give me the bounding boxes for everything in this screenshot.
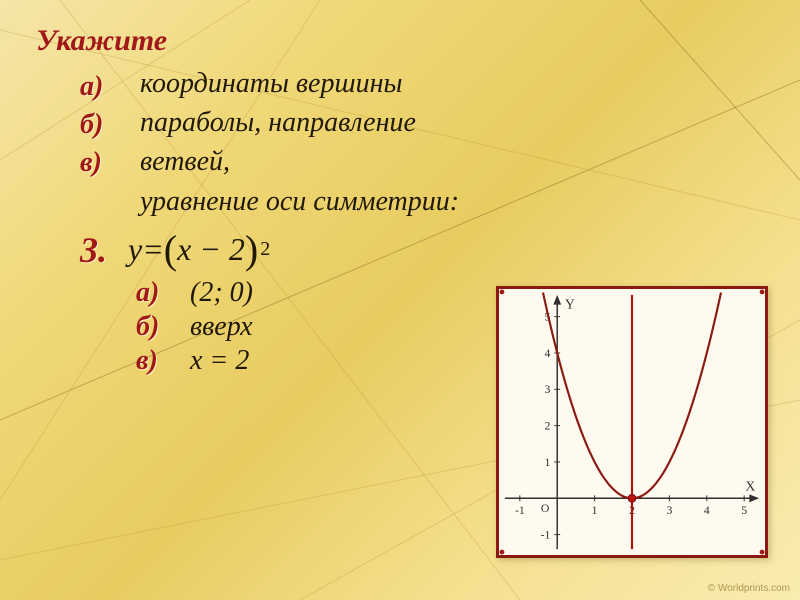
- svg-text:5: 5: [741, 504, 747, 517]
- slide-title: Укажите: [36, 24, 764, 58]
- prompt-line-4: уравнение оси симметрии:: [140, 182, 764, 221]
- answer-value-v: x = 2: [190, 345, 249, 377]
- answer-label-v: в): [136, 345, 190, 377]
- prompt-line-1: координаты вершины: [140, 64, 764, 103]
- svg-text:4: 4: [704, 504, 710, 517]
- equation-row: 3. y = ( x − 2 ) 2: [36, 229, 764, 271]
- svg-text:O: O: [541, 502, 549, 515]
- prompt-row: а) б) в) координаты вершины параболы, на…: [36, 64, 764, 221]
- equation: y = ( x − 2 ) 2: [128, 230, 270, 270]
- chart-svg: -112345-112345XYO: [499, 289, 765, 555]
- answer-value-b: вверх: [190, 311, 253, 343]
- bullet-v: в): [80, 144, 140, 182]
- answer-label-b: б): [136, 311, 190, 343]
- bullet-b: б): [80, 106, 140, 144]
- svg-text:3: 3: [666, 504, 672, 517]
- eq-open-paren: (: [164, 230, 177, 270]
- bullet-column: а) б) в): [80, 68, 140, 181]
- eq-exponent: 2: [260, 238, 270, 261]
- svg-text:1: 1: [592, 504, 598, 517]
- parabola-chart: -112345-112345XYO: [496, 286, 768, 558]
- eq-inner: x − 2: [177, 231, 245, 268]
- problem-number: 3.: [80, 229, 128, 271]
- eq-close-paren: ): [245, 230, 258, 270]
- svg-text:4: 4: [545, 347, 551, 360]
- svg-text:3: 3: [545, 383, 551, 396]
- svg-text:X: X: [745, 478, 755, 493]
- prompt-text: координаты вершины параболы, направление…: [140, 64, 764, 221]
- svg-text:-1: -1: [541, 529, 551, 542]
- answer-label-a: а): [136, 277, 190, 309]
- svg-text:Y: Y: [565, 297, 575, 312]
- svg-text:2: 2: [545, 420, 551, 433]
- watermark: © Worldprints.com: [708, 583, 790, 594]
- answer-value-a: (2; 0): [190, 277, 253, 309]
- svg-text:1: 1: [545, 456, 551, 469]
- prompt-line-2: параболы, направление: [140, 103, 764, 142]
- eq-lhs: y: [128, 231, 142, 268]
- eq-equals: =: [142, 231, 164, 268]
- prompt-line-3: ветвей,: [140, 142, 764, 181]
- svg-text:-1: -1: [515, 504, 525, 517]
- bullet-a: а): [80, 68, 140, 106]
